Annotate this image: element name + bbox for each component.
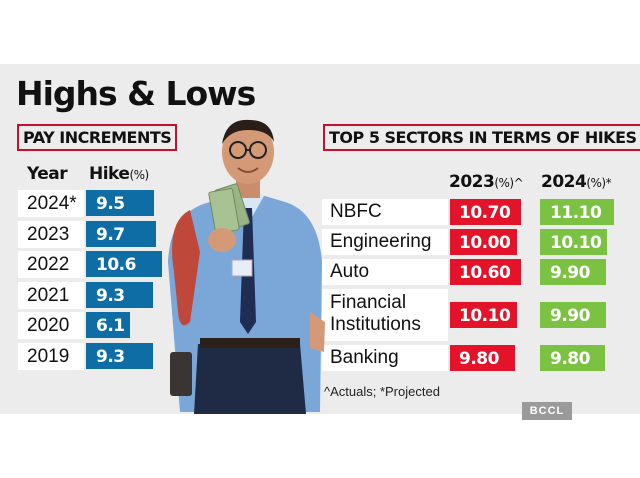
sector-label: Auto	[330, 261, 369, 283]
col-2023-unit: (%)^	[494, 176, 524, 190]
bar-2023	[450, 229, 517, 255]
value-2023: 9.80	[459, 349, 499, 369]
sector-label-line: NBFC	[330, 201, 382, 222]
sector-row	[322, 229, 448, 255]
hike-value-label: 9.3	[96, 346, 125, 367]
hike-value-label: 10.6	[96, 255, 136, 275]
sector-label: Engineering	[330, 231, 431, 253]
year-label: 2024*	[27, 193, 77, 214]
hike-column-label: Hike	[89, 164, 130, 184]
bar-2024	[540, 302, 606, 328]
sector-label-line: Engineering	[330, 231, 432, 252]
table-row	[18, 190, 84, 217]
sector-row	[322, 345, 448, 371]
bar-2023	[450, 345, 515, 371]
sector-label: NBFC	[330, 201, 382, 223]
value-2023: 10.70	[459, 203, 511, 223]
sector-row	[322, 199, 448, 225]
col-2023-header: 2023(%)^	[449, 172, 524, 192]
col-2024-unit: (%)*	[586, 176, 612, 190]
col-2024-header: 2024(%)*	[541, 172, 612, 192]
sector-label-line: Financial	[330, 292, 407, 313]
sector-label: Financial Institutions	[330, 292, 421, 336]
hike-bar	[86, 251, 162, 277]
year-label: 2020	[27, 315, 70, 336]
sector-label-line: Banking	[330, 347, 399, 368]
sector-row	[322, 259, 448, 285]
value-2024: 9.90	[550, 306, 590, 326]
bar-2023	[450, 199, 521, 225]
bar-2023	[450, 302, 517, 328]
hike-value-label: 9.5	[96, 194, 125, 214]
year-label: 2023	[27, 223, 70, 245]
hike-bar	[86, 281, 153, 308]
hike-bar	[86, 342, 153, 369]
year-column-header: Year	[27, 164, 68, 184]
sector-row	[322, 289, 448, 341]
bar-2024	[540, 345, 605, 371]
col-2024-label: 2024	[541, 172, 587, 192]
value-2023: 10.10	[459, 306, 511, 326]
top-sectors-label: TOP 5 SECTORS IN TERMS OF HIKES	[323, 124, 640, 151]
hike-column-header: Hike(%)	[89, 164, 149, 184]
hike-value-label: 6.1	[96, 316, 125, 336]
table-row	[18, 342, 84, 370]
pay-increments-label: PAY INCREMENTS	[17, 124, 178, 151]
footnote: ^Actuals; *Projected	[324, 384, 440, 399]
year-label: 2022	[27, 254, 70, 275]
sector-label: Banking	[330, 347, 399, 369]
col-2023-label: 2023	[449, 172, 495, 192]
bar-2024	[540, 259, 606, 285]
bar-2023	[450, 259, 521, 285]
hike-column-unit: (%)	[129, 168, 149, 182]
value-2024: 9.80	[550, 349, 590, 369]
hike-value-label: 9.3	[96, 285, 125, 306]
hike-bar	[86, 220, 156, 247]
sector-label-line: Auto	[330, 261, 370, 282]
value-2024: 10.10	[550, 233, 602, 253]
bar-2024	[540, 229, 607, 255]
page-title: Highs & Lows	[16, 74, 256, 113]
sector-label-line: Institutions	[330, 314, 421, 335]
hike-value-label: 9.7	[96, 224, 125, 245]
value-2024: 9.90	[550, 263, 590, 283]
table-row	[18, 281, 84, 309]
table-row	[18, 220, 84, 248]
hike-bar	[86, 312, 130, 338]
value-2024: 11.10	[550, 203, 602, 223]
year-label: 2021	[27, 284, 70, 306]
employee-illustration	[168, 119, 325, 414]
value-2023: 10.60	[459, 263, 511, 283]
table-row	[18, 251, 84, 278]
value-2023: 10.00	[459, 233, 511, 253]
table-row	[18, 312, 84, 339]
hike-bar	[86, 190, 154, 216]
brand-badge: BCCL	[522, 402, 572, 420]
bar-2024	[540, 199, 614, 225]
year-label: 2019	[27, 345, 70, 367]
